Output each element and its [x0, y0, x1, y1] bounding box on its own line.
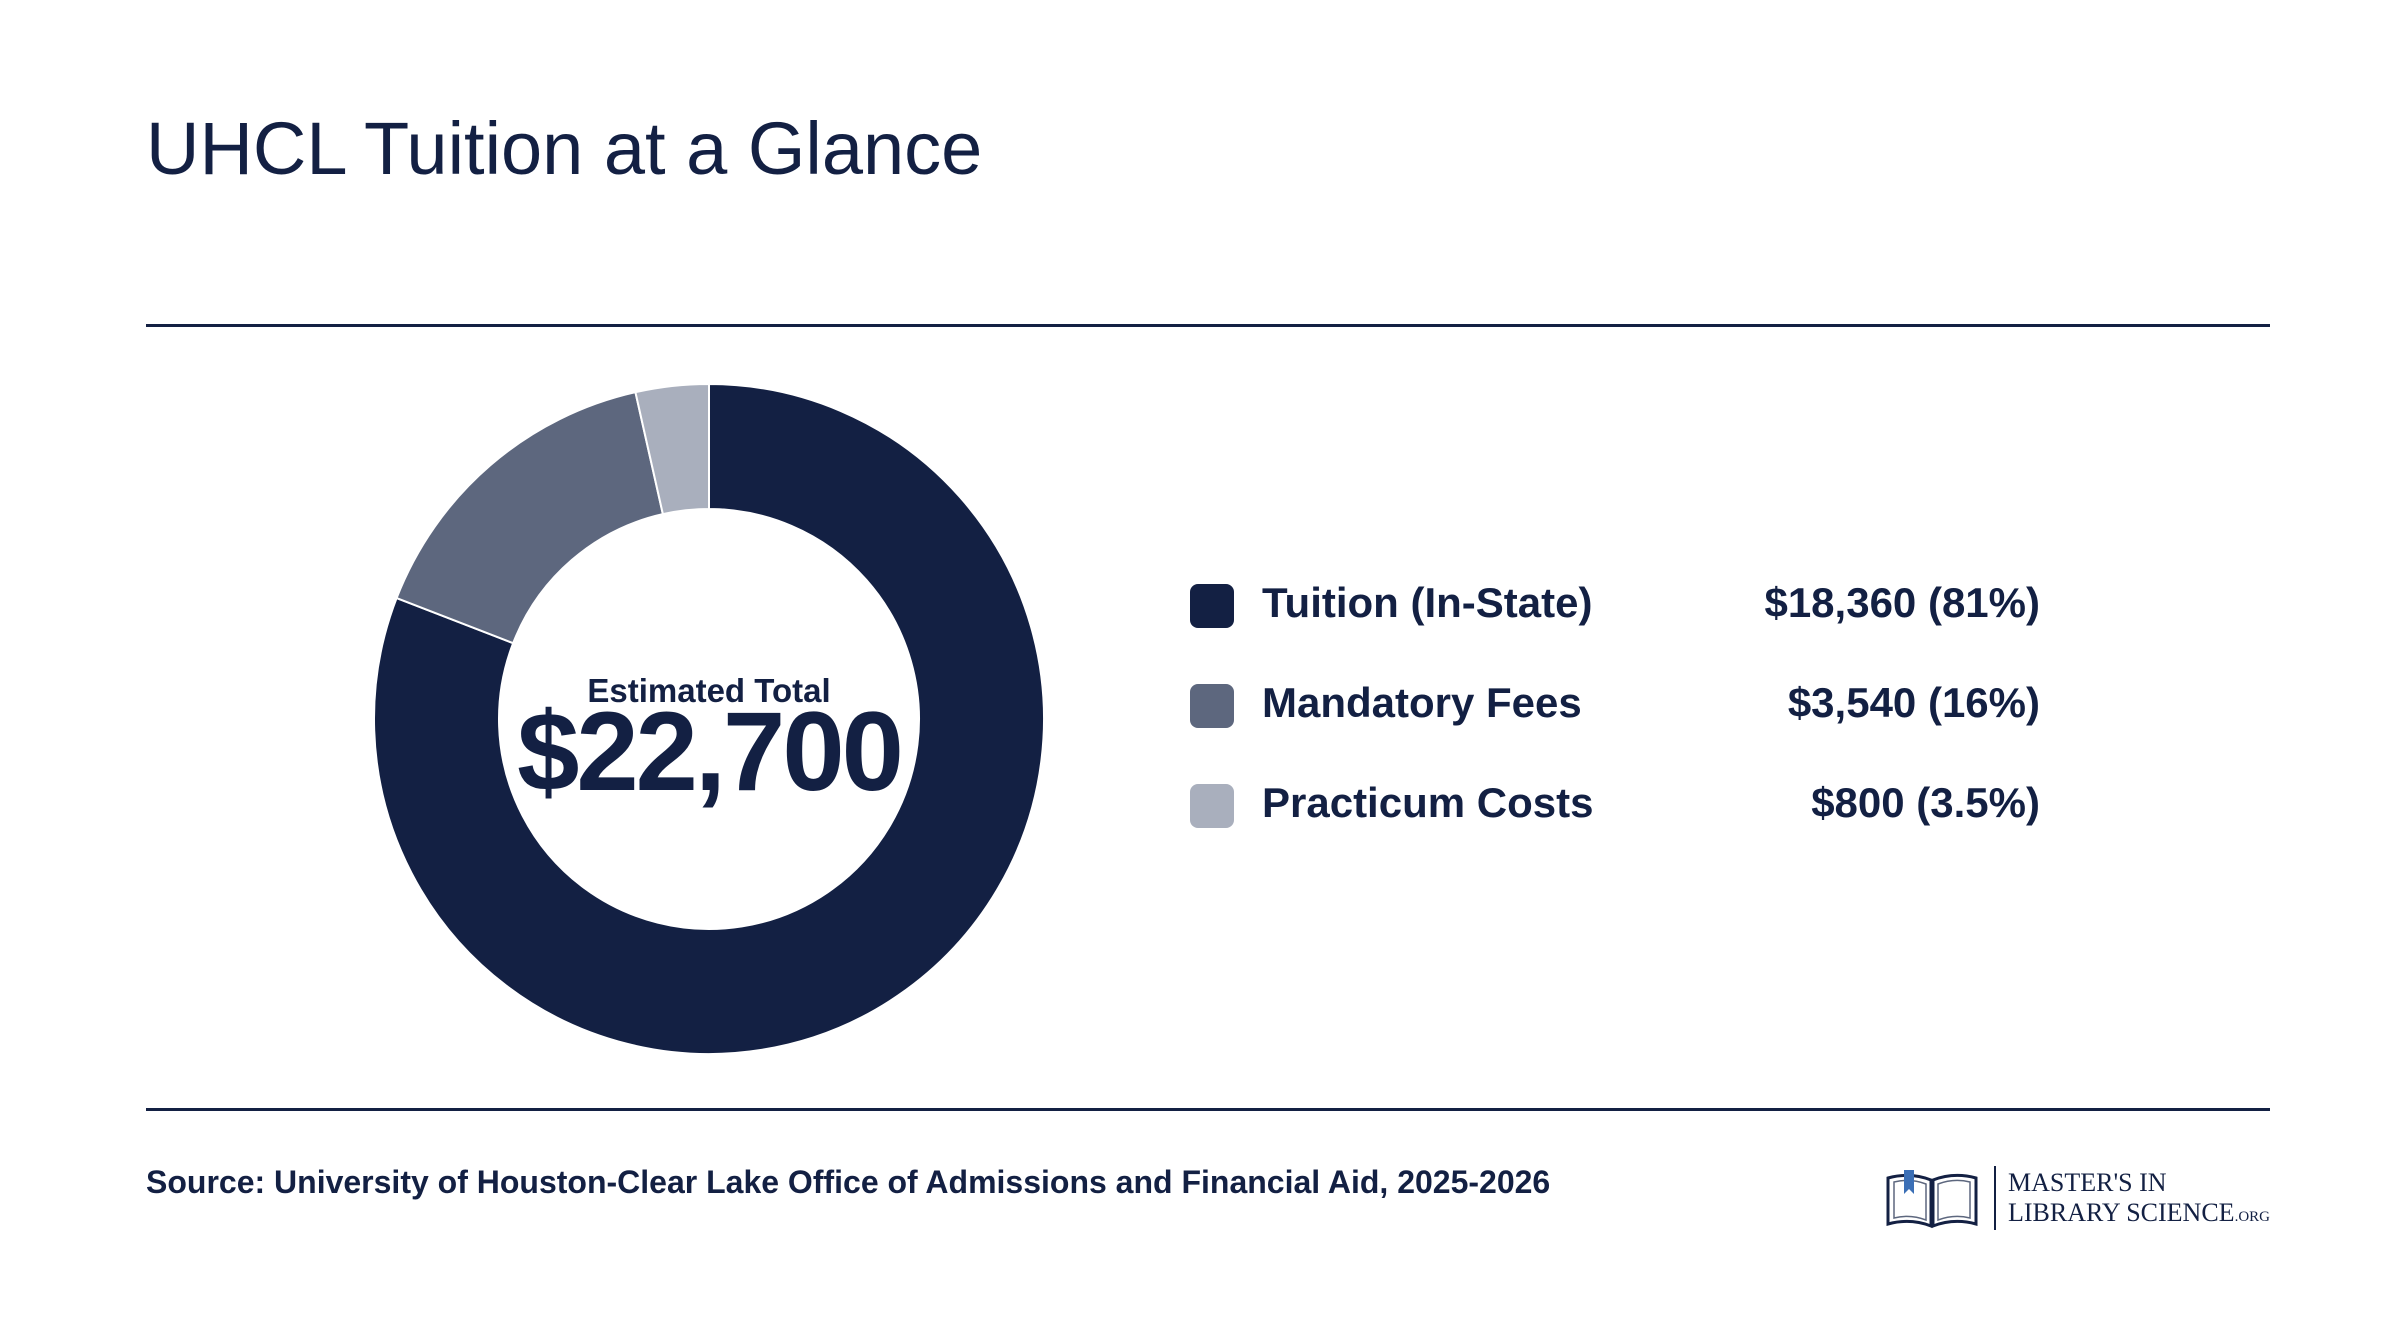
donut-slice-practicum — [634, 384, 710, 516]
site-logo: MASTER'S IN LIBRARY SCIENCE.ORG — [1884, 1160, 2276, 1236]
legend-value-tuition: $18,360 (81%) — [1764, 579, 2040, 626]
legend-label-practicum: Practicum Costs — [1262, 779, 1594, 826]
legend-value-fees: $3,540 (16%) — [1787, 679, 2040, 726]
bottom-divider — [146, 1108, 2270, 1111]
page-title: UHCL Tuition at a Glance — [146, 107, 983, 190]
logo-line-2: LIBRARY SCIENCE — [2008, 1198, 2235, 1227]
source-note: Source: University of Houston-Clear Lake… — [146, 1164, 1551, 1200]
legend-swatch-fees — [1190, 684, 1234, 728]
donut-chart — [374, 384, 1044, 1054]
legend-item-tuition: Tuition (In-State) $18,360 (81%) — [1190, 568, 2040, 668]
legend-item-fees: Mandatory Fees $3,540 (16%) — [1190, 668, 2040, 768]
center-total-label: Estimated Total — [587, 672, 831, 709]
legend-label-tuition: Tuition (In-State) — [1262, 579, 1593, 626]
logo-divider — [1994, 1166, 1996, 1230]
chart-legend: Tuition (In-State) $18,360 (81%) Mandato… — [1190, 568, 2040, 868]
donut-slice-tuition — [374, 384, 1044, 1054]
donut-slice-fees — [395, 390, 665, 645]
open-book-icon — [1886, 1170, 1978, 1229]
legend-label-fees: Mandatory Fees — [1262, 679, 1582, 726]
legend-swatch-practicum — [1190, 784, 1234, 828]
legend-value-practicum: $800 (3.5%) — [1811, 779, 2040, 826]
logo-line-1: MASTER'S IN — [2008, 1168, 2167, 1197]
top-divider — [146, 324, 2270, 327]
legend-swatch-tuition — [1190, 584, 1234, 628]
legend-item-practicum: Practicum Costs $800 (3.5%) — [1190, 768, 2040, 868]
logo-wordmark: MASTER'S IN LIBRARY SCIENCE.ORG — [2008, 1168, 2270, 1232]
center-total-value: $22,700 — [517, 689, 904, 814]
logo-org-suffix: .ORG — [2234, 1209, 2270, 1225]
